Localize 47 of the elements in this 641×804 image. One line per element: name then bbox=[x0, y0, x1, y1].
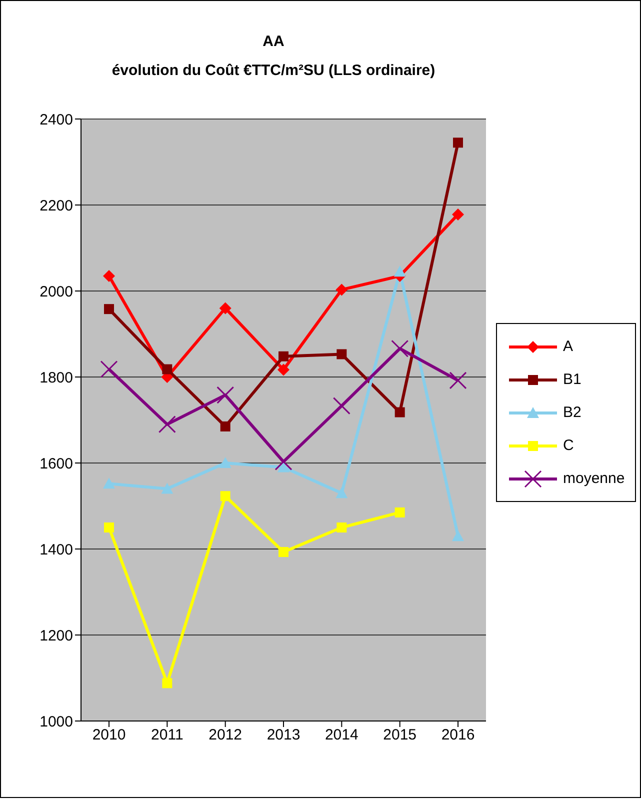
x-tick-label: 2010 bbox=[92, 726, 126, 744]
legend-label: C bbox=[563, 437, 574, 454]
point bbox=[394, 266, 406, 277]
point bbox=[104, 522, 114, 532]
legend-label: B2 bbox=[563, 404, 582, 421]
y-tick-label: 1000 bbox=[40, 713, 73, 730]
point bbox=[336, 487, 348, 498]
point bbox=[219, 457, 232, 468]
point bbox=[103, 478, 115, 489]
point bbox=[394, 407, 405, 418]
y-tick-label: 2400 bbox=[40, 111, 73, 128]
y-tick-label: 1600 bbox=[40, 455, 73, 472]
point bbox=[278, 461, 290, 472]
x-tick-label: 2014 bbox=[324, 726, 358, 744]
point bbox=[336, 284, 348, 296]
x-tick-label: 2016 bbox=[441, 726, 475, 744]
y-tick-label: 1200 bbox=[40, 627, 73, 644]
point bbox=[162, 678, 172, 688]
y-tick-label: 2000 bbox=[40, 283, 73, 300]
chart-title: AA bbox=[262, 33, 284, 50]
point bbox=[220, 421, 230, 432]
point bbox=[278, 547, 288, 558]
point bbox=[278, 364, 290, 376]
point bbox=[278, 351, 288, 362]
x-tick-label: 2013 bbox=[266, 726, 300, 744]
point bbox=[452, 530, 464, 542]
legend-label: B1 bbox=[563, 371, 582, 388]
point bbox=[103, 270, 115, 282]
point bbox=[452, 208, 464, 220]
x-tick-label: 2012 bbox=[208, 726, 242, 744]
point bbox=[336, 522, 347, 532]
y-tick-label: 1400 bbox=[40, 541, 73, 558]
point bbox=[394, 507, 405, 518]
point bbox=[104, 304, 114, 314]
chart-subtitle: évolution du Coût €TTC/m²SU (LLS ordinaire) bbox=[112, 62, 436, 79]
x-tick-label: 2011 bbox=[151, 726, 184, 744]
y-tick-label: 2200 bbox=[40, 197, 73, 214]
point bbox=[162, 364, 172, 374]
legend-label: moyenne bbox=[563, 470, 625, 487]
point bbox=[219, 302, 232, 314]
point bbox=[453, 138, 463, 148]
point bbox=[336, 349, 347, 360]
legend-label: A bbox=[563, 338, 574, 355]
point bbox=[220, 491, 230, 502]
x-tick-label: 2015 bbox=[383, 726, 417, 744]
point bbox=[161, 482, 174, 494]
y-tick-label: 1800 bbox=[40, 369, 73, 386]
